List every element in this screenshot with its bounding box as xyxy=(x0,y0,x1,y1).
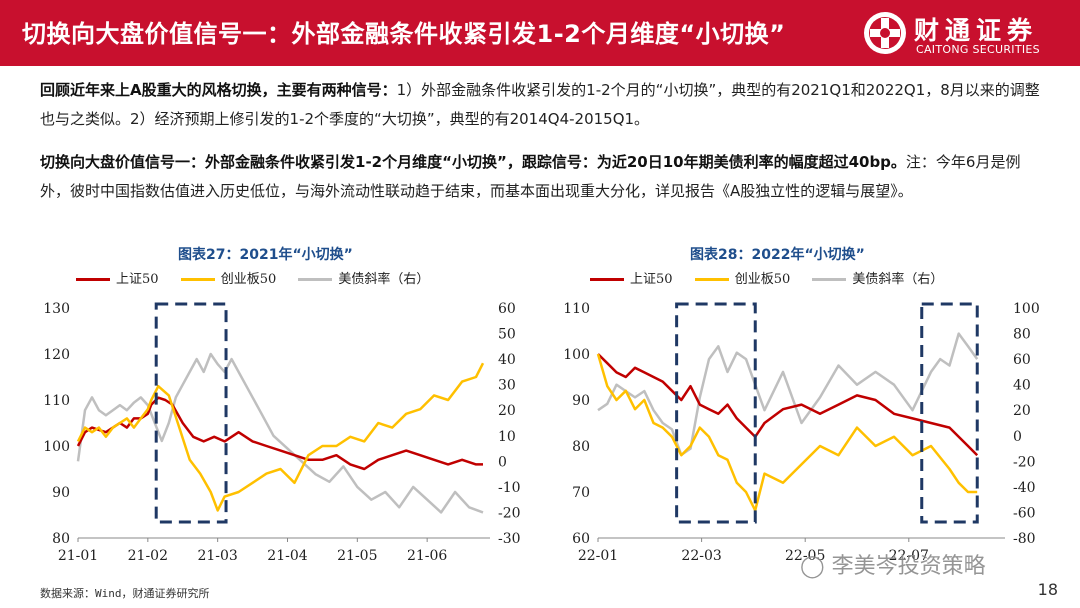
chart1-ytick-right: 0 xyxy=(498,454,507,470)
legend-item-chinext50-2: 创业板50 xyxy=(694,268,791,287)
chart2-ytick-left: 110 xyxy=(563,301,590,317)
chart2-ytick-right: 40 xyxy=(1013,378,1031,394)
chart2-ytick-left: 90 xyxy=(572,393,590,409)
chart2-ytick-right: -20 xyxy=(1013,454,1036,470)
chart1-ytick-right: -30 xyxy=(498,531,521,547)
legend-item-sse50-2: 上证50 xyxy=(590,268,673,287)
chart1-ytick-left: 100 xyxy=(43,439,70,455)
chart2-ytick-left: 70 xyxy=(572,485,590,501)
logo-chinese: 财通证券 xyxy=(914,16,1039,45)
data-source: 数据来源：Wind，财通证券研究所 xyxy=(40,587,210,600)
chart1-ytick-right: 10 xyxy=(498,429,516,445)
chart1-ytick-left: 130 xyxy=(43,301,70,317)
header-bar: 切换向大盘价值信号一：外部金融条件收紧引发1-2个月维度“小切换” 财通证券 C… xyxy=(0,0,1080,66)
chart2-ytick-left: 100 xyxy=(563,347,590,363)
chart2-legend: 上证50 创业板50 美债斜率（右） xyxy=(590,268,961,287)
chart1-legend: 上证50 创业板50 美债斜率（右） xyxy=(76,268,447,287)
chart1-plot: 80 90 100 110 120 130 -30 -20 -10 0 10 20 30 40 50 60 21… xyxy=(43,301,521,564)
chart2-ytick-right: -60 xyxy=(1013,505,1036,521)
chart2-ytick-right: 60 xyxy=(1013,352,1031,368)
page-number: 18 xyxy=(1037,580,1058,599)
page-title: 切换向大盘价值信号一：外部金融条件收紧引发1-2个月维度“小切换” xyxy=(22,20,786,48)
chart2-series-s2 xyxy=(596,353,978,512)
chart2-xtick-label: 22-01 xyxy=(578,548,618,564)
chart2-ytick-right: -40 xyxy=(1013,480,1036,496)
chart1-series-s3 xyxy=(76,352,484,514)
chart1-title: 图表27：2021年“小切换” xyxy=(178,247,353,263)
chart1-ytick-right: 30 xyxy=(498,378,516,394)
paragraph-signals-text: 1）外部金融条件收紧引发的1-2个月的“小切换”，典型的有2021Q1和2022… xyxy=(40,81,1040,128)
legend-label-chinext50-2: 创业板50 xyxy=(734,272,791,287)
chart2-series-s3 xyxy=(597,332,979,457)
chart1-ytick-left: 80 xyxy=(52,531,70,547)
chart1-xtick-label: 21-01 xyxy=(58,548,98,564)
chart1-xtick-label: 21-03 xyxy=(197,548,237,564)
chart1-ytick-left: 90 xyxy=(52,485,70,501)
paragraph-signal-one-text: 注：今年6月是例外，彼时中国指数估值进入历史低位，与海外流动性联动趋于结束，而基… xyxy=(40,153,1021,200)
chart2-plot: 60 70 80 90 100 110 -80 -60 -40 -20 0 20 40 60 80 100 22… xyxy=(563,301,1040,564)
chart1-ytick-right: -20 xyxy=(498,505,521,521)
chart1-series-s2 xyxy=(76,362,485,512)
chart2-highlight-box xyxy=(675,302,757,524)
wechat-icon: ◯ xyxy=(800,554,825,579)
chart1-xtick-label: 21-04 xyxy=(267,548,307,564)
legend-item-ust-slope: 美债斜率（右） xyxy=(298,268,429,287)
legend-label-ust-slope: 美债斜率（右） xyxy=(338,272,430,287)
watermark-text: 李美岑投资策略 xyxy=(831,554,986,579)
chart1-xtick-label: 21-05 xyxy=(337,548,377,564)
chart1-ytick-right: -10 xyxy=(498,480,521,496)
chart2-title: 图表28：2022年“小切换” xyxy=(690,247,865,263)
chart2-series-s1 xyxy=(597,353,979,457)
legend-label-sse50-2: 上证50 xyxy=(630,272,673,287)
chart1-ytick-right: 20 xyxy=(498,403,516,419)
chart2-ytick-left: 60 xyxy=(572,531,590,547)
logo-english: CAITONG SECURITIES xyxy=(916,43,1040,56)
legend-label-chinext50: 创业板50 xyxy=(220,272,277,287)
chart1-ytick-right: 50 xyxy=(498,327,516,343)
caitong-logo: 财通证券 CAITONG SECURITIES xyxy=(860,7,1072,61)
chart2-ytick-left: 80 xyxy=(572,439,590,455)
legend-label-sse50: 上证50 xyxy=(116,272,159,287)
chart1-xtick-label: 21-06 xyxy=(407,548,447,564)
chart2-xtick-label: 22-05 xyxy=(785,548,825,564)
chart1-ytick-left: 120 xyxy=(43,347,70,363)
chart2-xtick-label: 22-03 xyxy=(681,548,721,564)
legend-item-ust-slope-2: 美债斜率（右） xyxy=(812,268,943,287)
chart1-ytick-right: 60 xyxy=(498,301,516,317)
chart2-highlight-box xyxy=(920,302,979,524)
legend-item-chinext50: 创业板50 xyxy=(180,268,277,287)
paragraph-signal-one: 切换向大盘价值信号一：外部金融条件收紧引发1-2个月维度“小切换”，跟踪信号：为… xyxy=(40,148,1050,206)
chart2-ytick-right: 100 xyxy=(1013,301,1040,317)
legend-label-ust-slope-2: 美债斜率（右） xyxy=(852,272,944,287)
chart1-highlight-box xyxy=(154,302,228,524)
paragraph-signal-one-bold: 切换向大盘价值信号一：外部金融条件收紧引发1-2个月维度“小切换”，跟踪信号：为… xyxy=(40,153,906,171)
legend-item-sse50: 上证50 xyxy=(76,268,159,287)
chart2-ytick-right: -80 xyxy=(1013,531,1036,547)
chart1-ytick-left: 110 xyxy=(43,393,70,409)
chart1-xtick-label: 21-02 xyxy=(128,548,168,564)
chart2-ytick-right: 0 xyxy=(1013,429,1022,445)
chart1-series-s1 xyxy=(76,396,483,471)
wechat-watermark: ◯ 李美岑投资策略 xyxy=(800,548,986,580)
chart2-xtick-label: 22-07 xyxy=(889,548,929,564)
chart2-ytick-right: 20 xyxy=(1013,403,1031,419)
paragraph-signals-bold: 回顾近年来上A股重大的风格切换，主要有两种信号： xyxy=(40,81,397,99)
chart1-ytick-right: 40 xyxy=(498,352,516,368)
chart2-ytick-right: 80 xyxy=(1013,327,1031,343)
caitong-emblem-icon xyxy=(864,12,906,54)
paragraph-signals: 回顾近年来上A股重大的风格切换，主要有两种信号：1）外部金融条件收紧引发的1-2… xyxy=(40,76,1050,134)
